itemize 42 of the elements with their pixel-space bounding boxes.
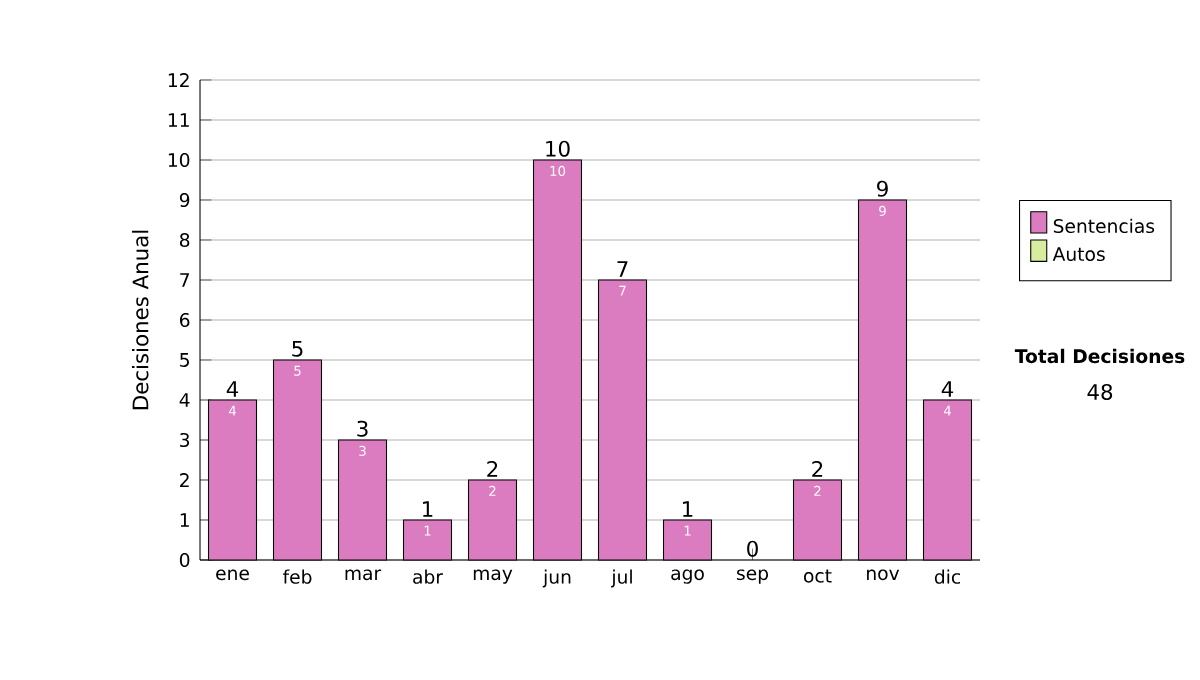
total-label: 2 [487,460,498,477]
x-tick-label: oct [804,569,832,583]
x-tick-label: jul [611,569,632,588]
y-tick-label: 10 [168,152,190,168]
y-tick-label: 8 [179,232,190,248]
x-tick-label: sep [736,569,769,584]
total-label: 7 [617,261,628,277]
x-tick-label: feb [282,569,312,584]
total-label: 3 [357,420,368,437]
text: Total Decisiones [1014,348,1185,364]
total-label: 4 [226,381,239,397]
text: 48 [1087,383,1113,401]
x-tick-label: dic [934,569,961,584]
x-tick-label: mar [345,569,382,581]
y-tick-label: 4 [179,393,190,407]
total-label: 9 [877,180,888,197]
y-axis-title: Decisiones Anual [132,230,149,410]
y-tick-label: 1 [180,513,189,527]
y-tick-label: 3 [180,432,190,448]
total-label: 4 [941,381,954,397]
y-tick-label: 0 [179,552,190,568]
y-tick-label: 6 [180,312,190,328]
y-tick-label: 2 [180,473,189,487]
x-tick-label: jun [542,569,571,588]
total-label: 1 [423,501,433,517]
total-label: 2 [812,460,823,477]
total-label: 1 [683,501,693,517]
y-tick-label: 7 [180,273,189,287]
x-tick-label: ago [671,569,704,584]
x-tick-label: nov [867,569,900,581]
total-label: 5 [292,340,303,357]
legend-label: Autos [1052,247,1105,262]
total-label: 0 [747,540,758,557]
x-tick-label: abr [413,569,443,584]
y-tick-label: 11 [168,113,189,127]
legend-label: Sentencias [1053,218,1155,234]
total-label: 10 [546,140,570,157]
y-tick-label: 9 [179,192,190,208]
y-tick-label: 12 [168,73,189,87]
x-tick-label: ene [216,569,249,581]
x-tick-label: may [473,569,513,584]
y-tick-label: 5 [180,353,189,367]
